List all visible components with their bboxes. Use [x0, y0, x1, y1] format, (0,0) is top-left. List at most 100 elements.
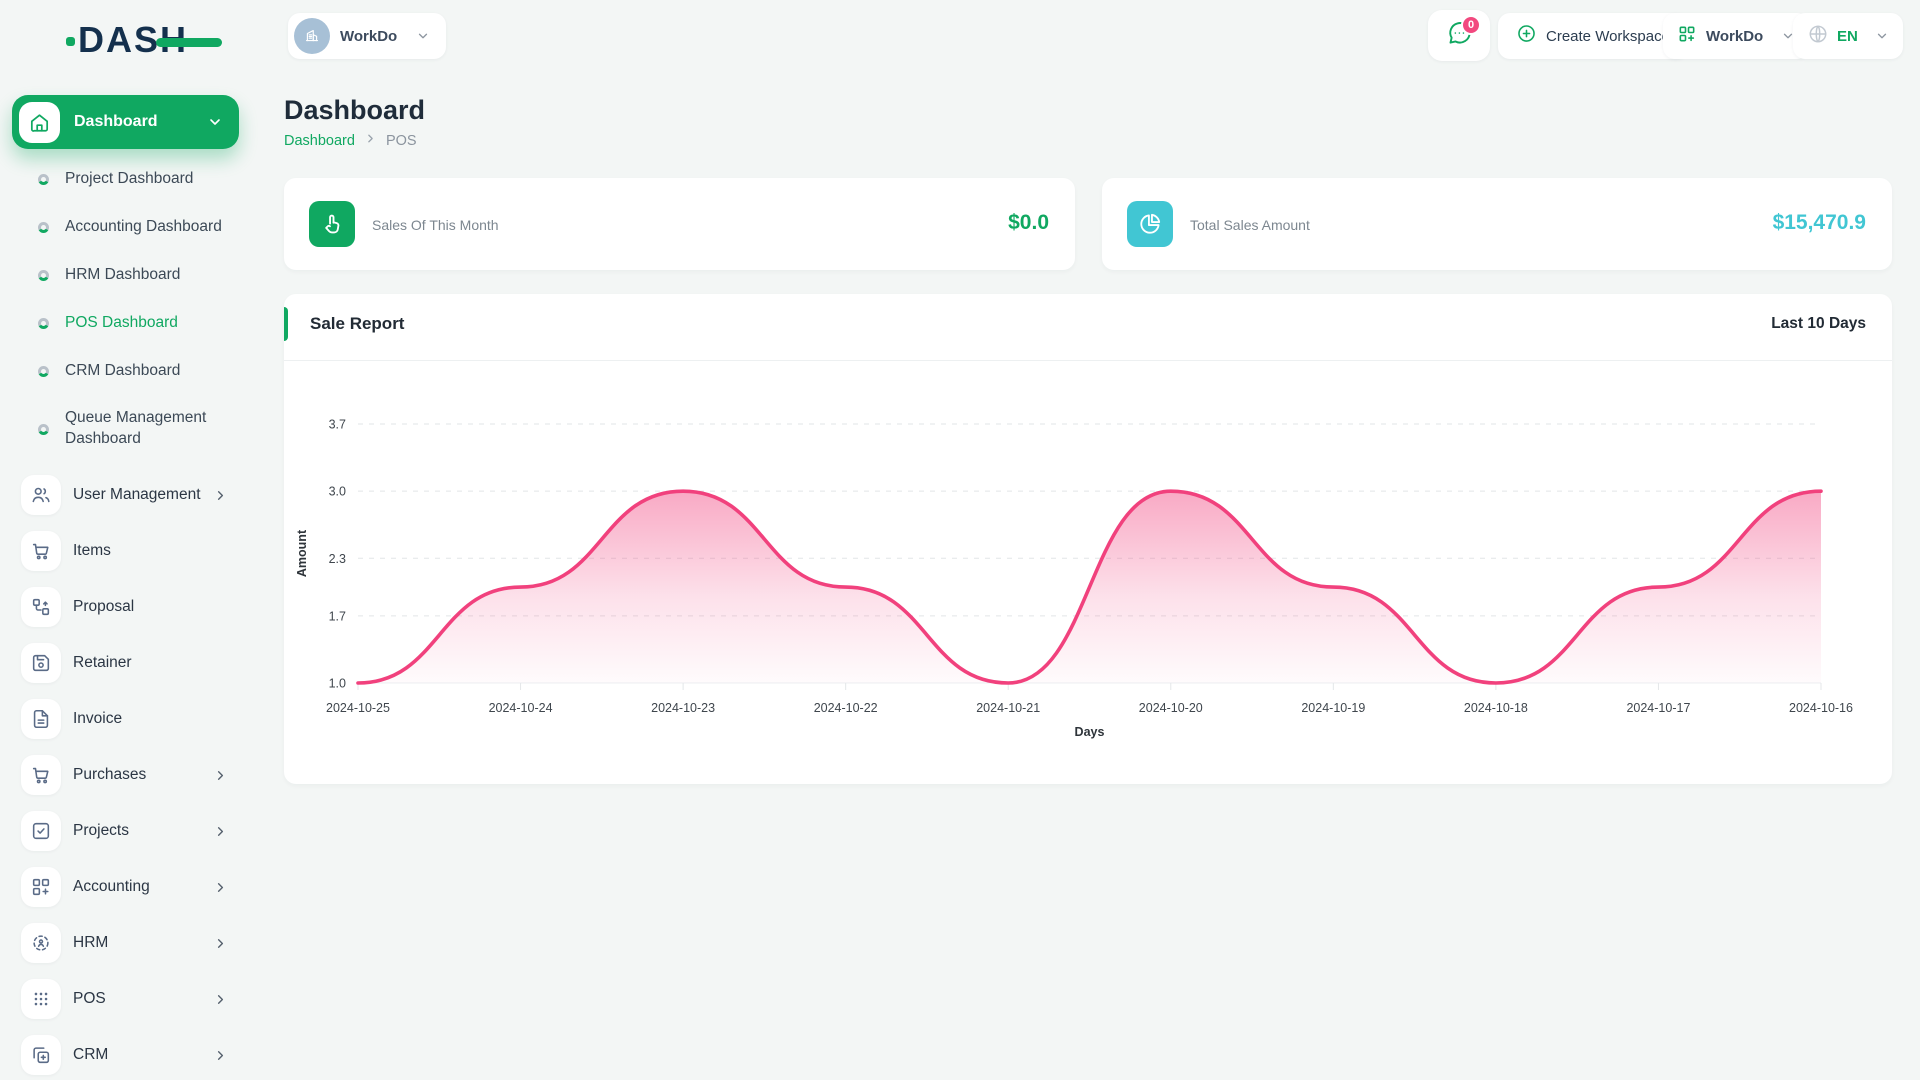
target-icon [21, 923, 61, 963]
dots-grid-icon [21, 979, 61, 1019]
workspace-menu-label: WorkDo [1706, 27, 1764, 45]
sidebar-item-crm[interactable]: CRM [0, 1027, 255, 1080]
chevron-right-icon [213, 824, 228, 839]
svg-text:2024-10-24: 2024-10-24 [489, 701, 553, 715]
workspace-menu-button[interactable]: WorkDo [1663, 13, 1810, 59]
svg-text:2024-10-22: 2024-10-22 [814, 701, 878, 715]
svg-text:2024-10-17: 2024-10-17 [1626, 701, 1690, 715]
chevron-right-icon [213, 768, 228, 783]
cart-icon [21, 755, 61, 795]
chevron-right-icon [213, 488, 228, 503]
svg-text:Days: Days [1075, 725, 1105, 739]
tap-icon [309, 201, 355, 247]
language-selector[interactable]: EN [1793, 13, 1903, 59]
svg-text:3.0: 3.0 [329, 485, 346, 499]
sidebar-item-proposal[interactable]: Proposal [0, 579, 255, 635]
chevron-right-icon [213, 936, 228, 951]
bullet-icon [38, 423, 49, 435]
chevron-right-icon [213, 992, 228, 1007]
sale-report-card: Sale Report Last 10 Days 1.0 1.7 2.3 3.0 3.7… [284, 294, 1892, 784]
create-workspace-label: Create Workspace [1546, 27, 1670, 45]
svg-text:2024-10-21: 2024-10-21 [976, 701, 1040, 715]
sidebar-item-hrm-dashboard[interactable]: HRM Dashboard [0, 251, 255, 299]
sidebar-main-nav: User Management Items Proposal Retaine [0, 467, 255, 1080]
bullet-icon [38, 317, 49, 329]
total-sales-amount-card: Total Sales Amount $15,470.9 [1102, 178, 1892, 270]
svg-text:2.3: 2.3 [329, 552, 346, 566]
sidebar-item-projects[interactable]: Projects [0, 803, 255, 859]
stat-value: $15,470.9 [1772, 211, 1866, 234]
language-code: EN [1837, 27, 1858, 45]
bullet-icon [38, 365, 49, 377]
copy-icon [21, 1035, 61, 1075]
workspace-name: WorkDo [340, 27, 398, 45]
divider [284, 360, 1892, 361]
svg-text:2024-10-23: 2024-10-23 [651, 701, 715, 715]
workspace-chip[interactable]: WorkDo [288, 13, 447, 59]
messages-button[interactable]: 0 [1428, 10, 1490, 61]
sidebar-item-user-management[interactable]: User Management [0, 467, 255, 523]
grid-plus-icon [21, 867, 61, 907]
home-icon [19, 101, 60, 143]
sidebar-item-project-dashboard[interactable]: Project Dashboard [0, 155, 255, 203]
file-text-icon [21, 699, 61, 739]
stat-label: Total Sales Amount [1190, 217, 1310, 233]
sidebar-item-crm-dashboard[interactable]: CRM Dashboard [0, 347, 255, 395]
messages-count-badge: 0 [1461, 15, 1481, 35]
sale-report-title: Sale Report [310, 314, 405, 333]
check-square-icon [21, 811, 61, 851]
chevron-down-icon [416, 29, 430, 43]
chevron-down-icon [1781, 29, 1795, 43]
svg-text:1.0: 1.0 [329, 677, 346, 691]
bullet-icon [38, 221, 49, 233]
sidebar-item-hrm[interactable]: HRM [0, 915, 255, 971]
logo-dash-accent [156, 38, 223, 47]
stat-value: $0.0 [1008, 211, 1049, 234]
sidebar-item-dashboard[interactable]: Dashboard [12, 95, 239, 149]
sidebar-item-pos[interactable]: POS [0, 971, 255, 1027]
bullet-icon [38, 269, 49, 281]
globe-icon [1807, 23, 1829, 50]
svg-text:2024-10-20: 2024-10-20 [1139, 701, 1203, 715]
pie-chart-icon [1127, 201, 1173, 247]
svg-text:2024-10-16: 2024-10-16 [1789, 701, 1853, 715]
save-icon [21, 643, 61, 683]
stat-label: Sales Of This Month [372, 217, 499, 233]
svg-text:2024-10-25: 2024-10-25 [326, 701, 390, 715]
chevron-right-icon [364, 132, 377, 149]
sale-report-chart: 1.0 1.7 2.3 3.0 3.7 2024-10-25 2024-10-24 2024-… [295, 418, 1853, 740]
sidebar-item-queue-management-dashboard[interactable]: Queue Management Dashboard [0, 395, 255, 463]
brand-logo[interactable]: DASH [66, 22, 223, 58]
svg-text:3.7: 3.7 [329, 418, 346, 432]
page-title: Dashboard [284, 95, 426, 125]
chevron-down-icon [1875, 29, 1889, 43]
sidebar-item-retainer[interactable]: Retainer [0, 635, 255, 691]
sidebar-item-pos-dashboard[interactable]: POS Dashboard [0, 299, 255, 347]
breadcrumb-dashboard-link[interactable]: Dashboard [284, 132, 355, 149]
plus-circle-icon [1516, 23, 1537, 49]
logo-dot-accent [66, 37, 75, 46]
sidebar-item-invoice[interactable]: Invoice [0, 691, 255, 747]
sidebar-item-accounting[interactable]: Accounting [0, 859, 255, 915]
card-accent-bar [284, 307, 288, 341]
chevron-right-icon [213, 1048, 228, 1063]
create-workspace-button[interactable]: Create Workspace [1498, 13, 1688, 59]
grid-plus-icon [1677, 24, 1697, 49]
chevron-right-icon [213, 880, 228, 895]
svg-text:2024-10-19: 2024-10-19 [1301, 701, 1365, 715]
sales-of-month-card: Sales Of This Month $0.0 [284, 178, 1075, 270]
sidebar-group-label: Dashboard [74, 113, 158, 130]
breadcrumb: Dashboard POS [284, 132, 417, 149]
sale-report-period: Last 10 Days [1771, 315, 1866, 332]
svg-text:2024-10-18: 2024-10-18 [1464, 701, 1528, 715]
svg-text:Amount: Amount [295, 529, 309, 577]
workflow-icon [21, 587, 61, 627]
sidebar-item-purchases[interactable]: Purchases [0, 747, 255, 803]
chevron-down-icon [207, 114, 223, 130]
sidebar-item-items[interactable]: Items [0, 523, 255, 579]
sidebar-item-accounting-dashboard[interactable]: Accounting Dashboard [0, 203, 255, 251]
dashboard-submenu: Project Dashboard Accounting Dashboard H… [0, 155, 255, 463]
bullet-icon [38, 173, 49, 185]
breadcrumb-current: POS [385, 132, 417, 149]
